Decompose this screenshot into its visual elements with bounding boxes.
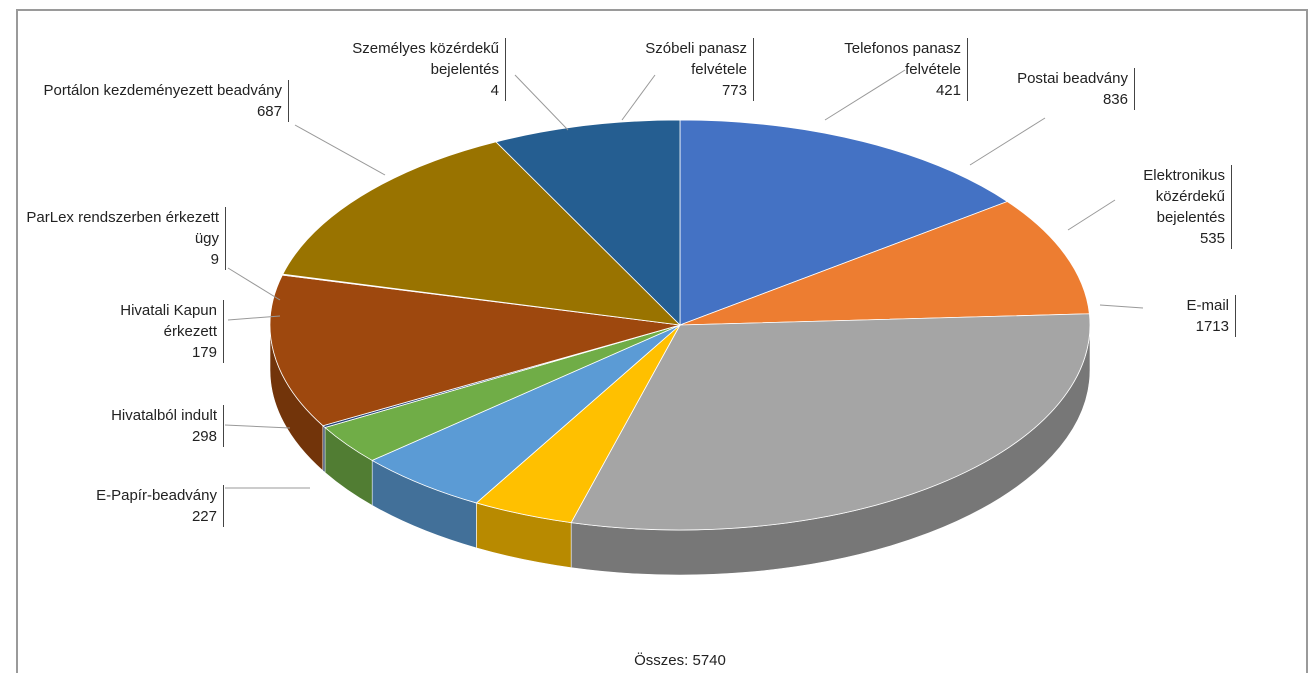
label-name: Hivatali Kapun érkezett: [120, 302, 217, 340]
label-value: 836: [1102, 91, 1128, 108]
label-value: 9: [210, 251, 219, 268]
frame: [16, 9, 1308, 673]
label-name: Portálon kezdeményezett beadvány: [43, 82, 282, 99]
slice: [282, 141, 682, 326]
slice-label: ParLex rendszerben érkezett ügy 9: [26, 207, 226, 270]
label-value: 179: [191, 344, 217, 361]
leader-line: [227, 267, 281, 301]
leader-line: [514, 74, 569, 131]
slice-label: Portálon kezdeményezett beadvány 687: [39, 80, 289, 122]
leader-line: [294, 124, 386, 176]
leader-line: [824, 69, 906, 121]
label-name: Telefonos panasz felvétele: [844, 40, 961, 78]
slice-label: Hivatalból indult 298: [34, 405, 224, 447]
label-name: Szóbeli panasz felvétele: [645, 40, 747, 78]
slice-label: Hivatali Kapun érkezett 179: [64, 300, 224, 363]
slice: [679, 201, 1090, 326]
slice: [495, 119, 681, 326]
label-value: 4: [490, 82, 499, 99]
label-value: 535: [1199, 230, 1225, 247]
label-value: 421: [935, 82, 961, 99]
slice: [371, 324, 681, 504]
label-name: ParLex rendszerben érkezett ügy: [26, 209, 219, 247]
slice-label: E-Papír-beadvány 227: [34, 485, 224, 527]
leader-line: [224, 424, 291, 429]
label-name: Hivatalból indult: [111, 407, 217, 424]
label-name: E-mail: [1186, 297, 1229, 314]
leader-line: [1099, 304, 1144, 309]
label-name: Postai beadvány: [1017, 70, 1128, 87]
label-value: 687: [256, 103, 282, 120]
label-name: E-Papír-beadvány: [96, 487, 217, 504]
label-value: 298: [191, 428, 217, 445]
slice-label: Szóbeli panasz felvétele 773: [594, 38, 754, 101]
leader-line: [227, 315, 281, 321]
slice: [269, 274, 681, 427]
label-value: 227: [191, 508, 217, 525]
total-annotation: Összes: 5740: [634, 652, 726, 669]
slice-label: E-mail 1713: [1136, 295, 1236, 337]
slice-label: Telefonos panasz felvétele 421: [793, 38, 968, 101]
label-name: Elektronikus közérdekű bejelentés: [1143, 167, 1225, 226]
leader-line: [1067, 199, 1116, 231]
label-value: 1713: [1195, 318, 1229, 335]
label-value: 773: [721, 82, 747, 99]
slice: [570, 313, 1091, 531]
slice-side: [322, 425, 326, 474]
slice-label: Személyes közérdekű bejelentés 4: [296, 38, 506, 101]
slice-label: Elektronikus közérdekű bejelentés 535: [1092, 165, 1232, 249]
slice: [679, 119, 1009, 326]
leader-line: [621, 74, 656, 121]
leader-line: [969, 117, 1046, 166]
label-name: Személyes közérdekű bejelentés: [352, 40, 499, 78]
slice-label: Postai beadvány 836: [965, 68, 1135, 110]
